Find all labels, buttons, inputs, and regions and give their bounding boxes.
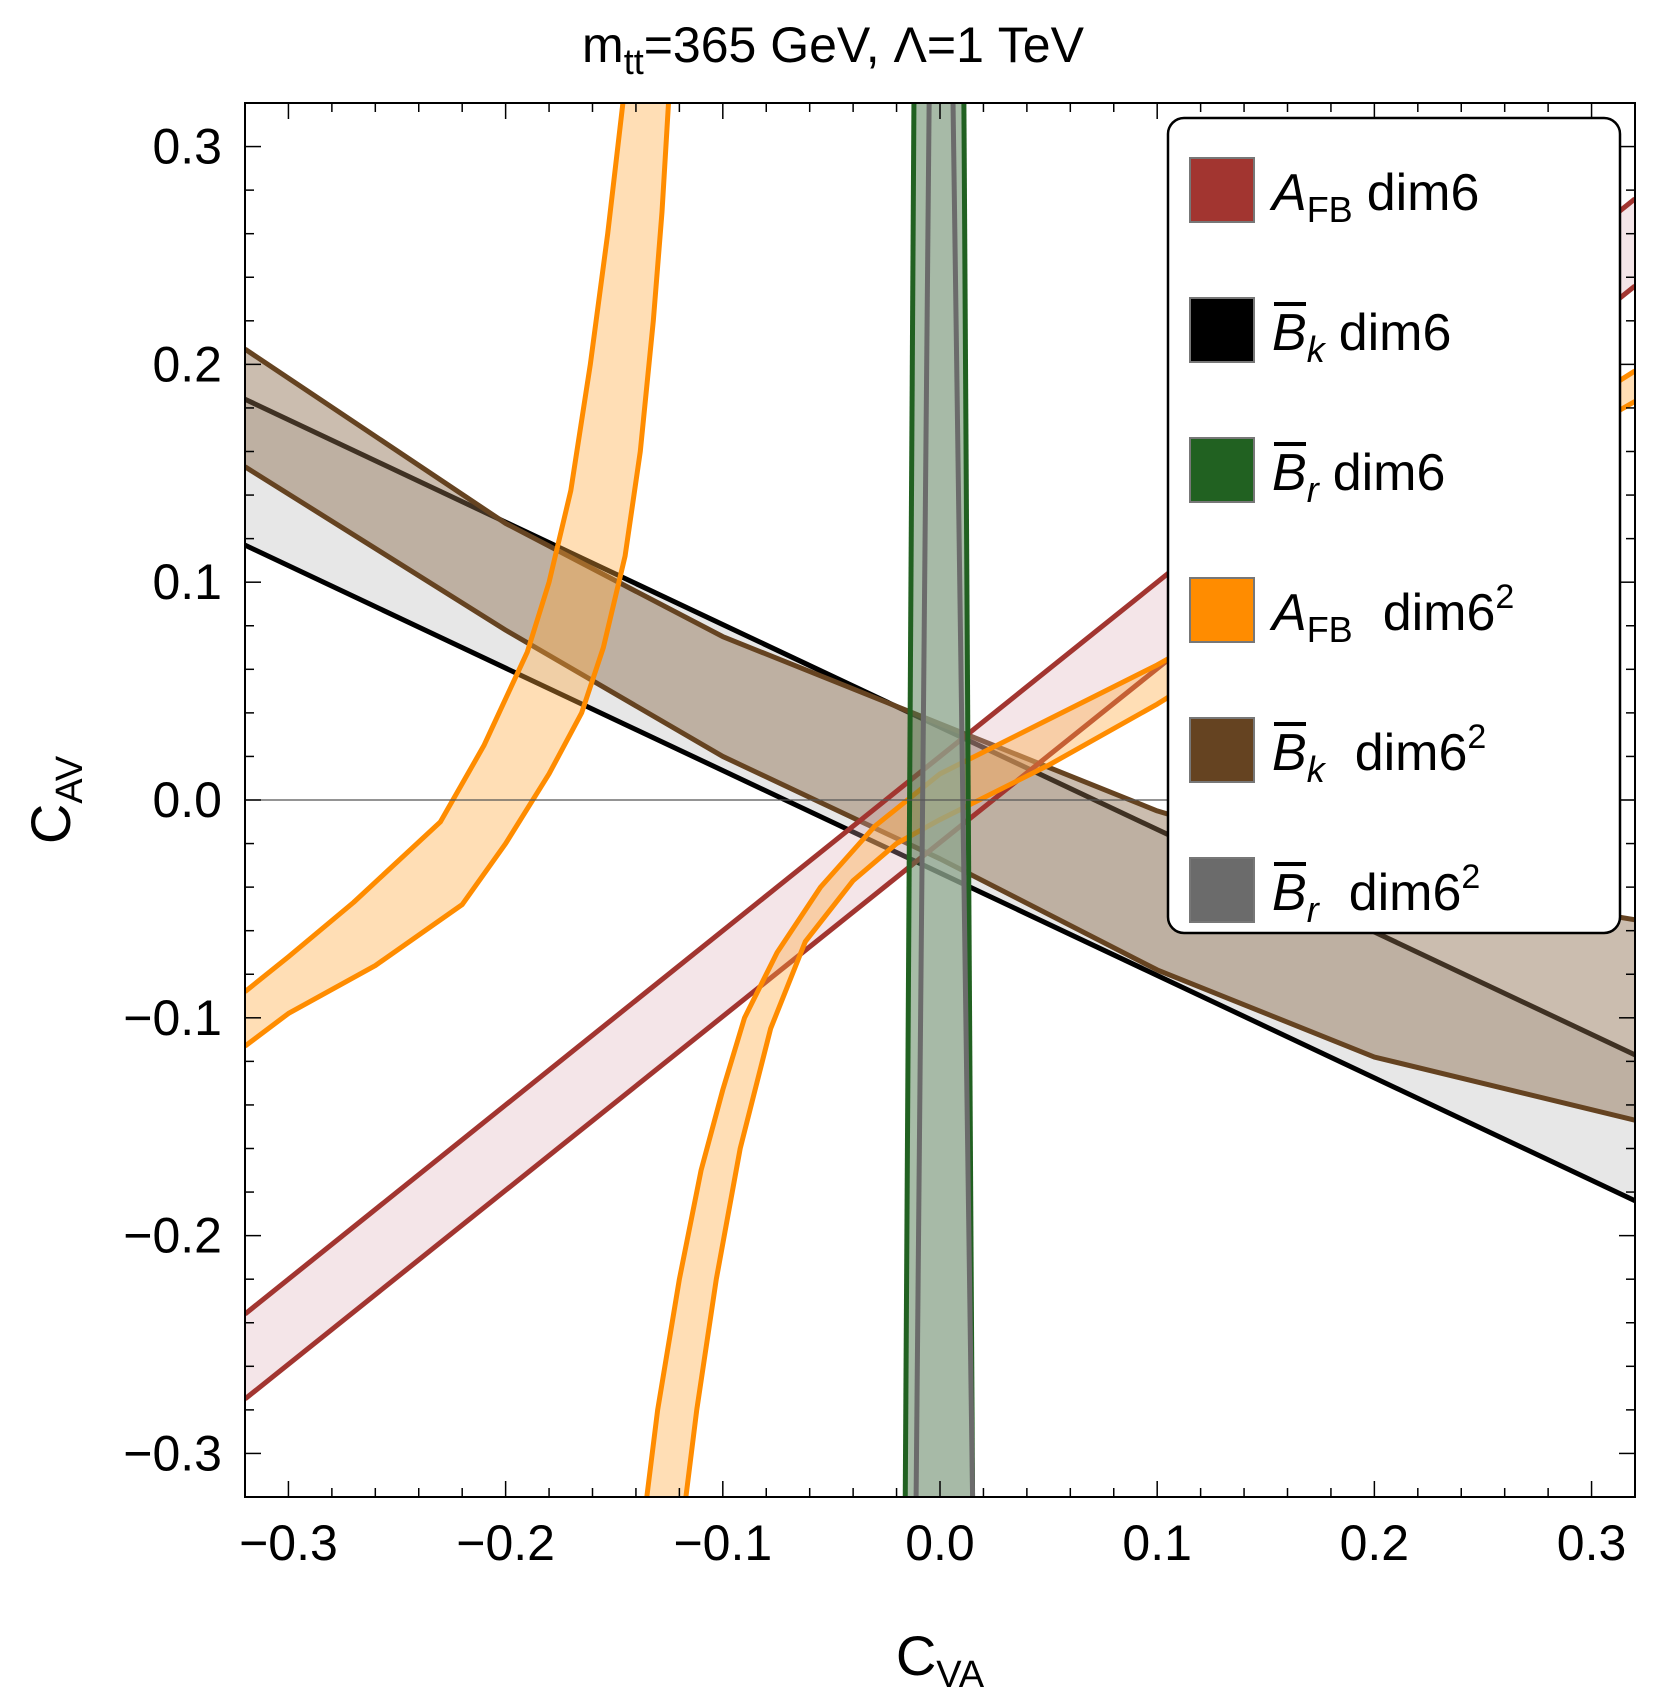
tick-labels: −0.3 −0.2 −0.1 0.0 0.1 0.2 0.3 −0.3 −0.2 −0.1 0.0 0… bbox=[123, 119, 1626, 1571]
legend-text: dim6 bbox=[1383, 584, 1496, 642]
y-axis-label: CAV bbox=[19, 755, 91, 844]
y-tick-label: 0.3 bbox=[152, 119, 222, 175]
legend-label: Bk dim6 bbox=[1272, 304, 1451, 370]
legend-subscript: r bbox=[1307, 889, 1321, 930]
y-axis-label-main: C bbox=[19, 804, 82, 844]
band-fill-A_FB_dim6sq_left bbox=[245, 103, 669, 1047]
x-tick-label: 0.0 bbox=[905, 1515, 975, 1571]
legend-symbol: B bbox=[1272, 724, 1307, 782]
legend-subscript: FB bbox=[1307, 609, 1353, 650]
legend-subscript: k bbox=[1307, 329, 1327, 370]
plot-frame bbox=[244, 102, 1636, 1498]
y-tick-label: −0.2 bbox=[123, 1208, 222, 1264]
band-edge-A_FB_dim6sq_left-1 bbox=[245, 103, 626, 994]
chart-title-sub: tt bbox=[624, 41, 644, 82]
legend-symbol: A bbox=[1269, 584, 1307, 642]
x-axis-label: CVA bbox=[896, 1624, 985, 1690]
axis-ticks bbox=[244, 102, 1636, 1498]
legend-symbol: B bbox=[1272, 444, 1307, 502]
legend-symbol: A bbox=[1269, 164, 1307, 222]
legend-superscript: 2 bbox=[1461, 858, 1480, 896]
legend-subscript: r bbox=[1307, 469, 1321, 510]
x-tick-label: 0.2 bbox=[1340, 1515, 1410, 1571]
legend-label: AFB dim62 bbox=[1269, 578, 1514, 650]
legend-label: Bk dim62 bbox=[1272, 718, 1486, 790]
legend-superscript: 2 bbox=[1495, 578, 1514, 616]
x-tick-label: −0.1 bbox=[673, 1515, 772, 1571]
chart-title-main: m bbox=[582, 17, 624, 73]
legend-subscript: k bbox=[1307, 749, 1327, 790]
legend-label: Br dim6 bbox=[1272, 444, 1445, 510]
y-tick-label: −0.3 bbox=[123, 1425, 222, 1481]
legend-text: dim6 bbox=[1367, 164, 1480, 222]
legend-swatch bbox=[1189, 157, 1255, 223]
legend-symbol: B bbox=[1272, 304, 1307, 362]
legend-swatch bbox=[1189, 857, 1255, 923]
legend-box bbox=[1166, 116, 1622, 935]
x-axis-label-sub: VA bbox=[936, 1654, 985, 1690]
legend-text: dim6 bbox=[1349, 864, 1462, 922]
legend-superscript: 2 bbox=[1467, 718, 1486, 756]
legend-swatch bbox=[1189, 717, 1255, 783]
legend-label: Br dim62 bbox=[1272, 858, 1480, 930]
legend-symbol: B bbox=[1272, 864, 1307, 922]
y-tick-label: 0.1 bbox=[152, 554, 222, 610]
y-axis-label-sub: AV bbox=[49, 755, 91, 804]
x-tick-label: 0.1 bbox=[1122, 1515, 1192, 1571]
legend-label: AFB dim6 bbox=[1269, 164, 1479, 230]
y-tick-label: 0.2 bbox=[152, 336, 222, 392]
chart-title-rest: =365 GeV, Λ=1 TeV bbox=[644, 17, 1085, 73]
legend-subscript: FB bbox=[1307, 189, 1353, 230]
legend-swatch bbox=[1189, 577, 1255, 643]
x-axis-label-main: C bbox=[896, 1624, 936, 1687]
chart-title: mtt=365 GeV, Λ=1 TeV bbox=[582, 17, 1085, 82]
y-tick-label: −0.1 bbox=[123, 990, 222, 1046]
x-tick-label: −0.2 bbox=[456, 1515, 555, 1571]
y-tick-label: 0.0 bbox=[152, 772, 222, 828]
legend-text: dim6 bbox=[1333, 444, 1446, 502]
band-edge-A_FB_dim6sq_left-0 bbox=[245, 103, 672, 1049]
legend-text: dim6 bbox=[1339, 304, 1452, 362]
legend-swatch bbox=[1189, 437, 1255, 503]
x-tick-label: 0.3 bbox=[1557, 1515, 1627, 1571]
legend-swatch bbox=[1189, 297, 1255, 363]
legend-text: dim6 bbox=[1355, 724, 1468, 782]
x-tick-label: −0.3 bbox=[239, 1515, 338, 1571]
